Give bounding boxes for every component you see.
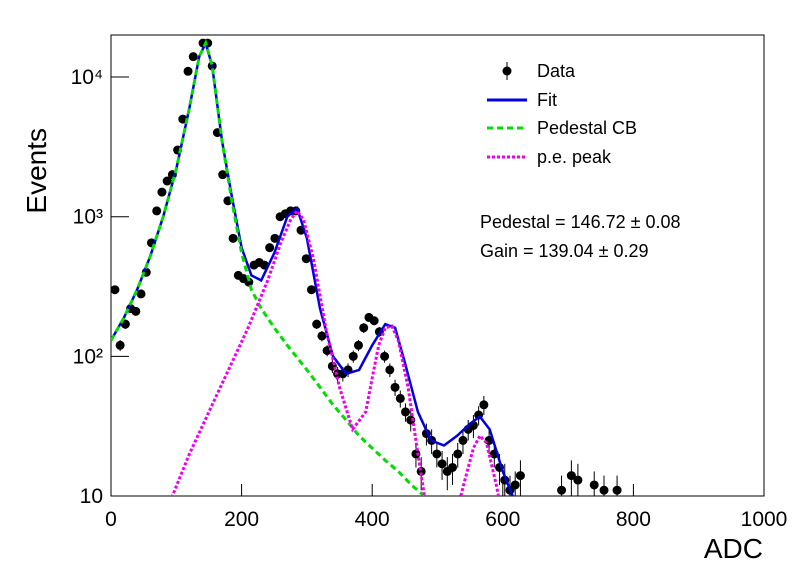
- data-point: [265, 243, 275, 253]
- legend-label: Pedestal CB: [537, 118, 637, 138]
- data-point: [348, 351, 358, 361]
- data-point: [557, 485, 567, 495]
- legend-label: p.e. peak: [537, 147, 612, 167]
- curve: [111, 39, 514, 496]
- x-tick-label: 600: [485, 508, 520, 531]
- legend-label: Data: [537, 61, 576, 81]
- data-point: [612, 485, 622, 495]
- data-point: [312, 319, 322, 329]
- data-point: [479, 400, 489, 410]
- data-point: [453, 449, 463, 459]
- data-point: [317, 331, 327, 341]
- x-tick-label: 0: [105, 508, 117, 531]
- data-point: [406, 415, 416, 425]
- legend-label: Fit: [537, 90, 557, 110]
- data-point: [448, 462, 458, 472]
- annotation: Gain = 139.04 ± 0.29: [480, 241, 649, 261]
- data-point: [458, 435, 468, 445]
- annotation: Pedestal = 146.72 ± 0.08: [480, 212, 681, 232]
- plot-area: [111, 38, 622, 496]
- data-point: [218, 170, 228, 180]
- data-point: [401, 407, 411, 417]
- data-point: [353, 340, 363, 350]
- data-point: [432, 449, 442, 459]
- y-tick-label: 10³: [73, 206, 103, 229]
- data-point: [359, 323, 369, 333]
- data-point: [162, 176, 172, 186]
- data-point: [599, 485, 609, 495]
- data-point: [244, 277, 254, 287]
- data-point: [131, 306, 141, 316]
- data-point: [395, 393, 405, 403]
- data-point: [152, 206, 162, 216]
- data-point: [515, 471, 525, 481]
- y-tick-label: 10: [80, 485, 103, 508]
- x-tick-label: 1000: [741, 508, 788, 531]
- plot-frame: [110, 34, 765, 497]
- data-point: [136, 289, 146, 299]
- data-point: [111, 285, 120, 295]
- data-point: [228, 233, 238, 243]
- data-point: [270, 233, 280, 243]
- data-point: [306, 285, 316, 295]
- data-point: [573, 475, 583, 485]
- x-tick-label: 200: [224, 508, 259, 531]
- data-point: [157, 187, 167, 197]
- x-tick-label: 400: [355, 508, 390, 531]
- data-point: [188, 52, 198, 62]
- data-point: [510, 480, 520, 490]
- data-point: [183, 66, 193, 76]
- curve: [111, 38, 426, 496]
- data-point: [411, 449, 421, 459]
- data-point: [390, 382, 400, 392]
- data-point: [566, 471, 576, 481]
- y-tick-label: 10²: [73, 345, 103, 368]
- legend-marker: [502, 66, 512, 76]
- data-point: [301, 254, 311, 264]
- data-point: [589, 480, 599, 490]
- data-point: [115, 340, 125, 350]
- curve: [170, 208, 501, 496]
- y-tick-label: 10⁴: [71, 66, 103, 89]
- x-axis-title: ADC: [704, 533, 763, 564]
- y-axis-title: Events: [21, 128, 52, 214]
- data-point: [385, 365, 395, 375]
- x-tick-label: 800: [616, 508, 651, 531]
- data-point: [437, 459, 447, 469]
- data-point: [369, 316, 379, 326]
- data-point: [380, 351, 390, 361]
